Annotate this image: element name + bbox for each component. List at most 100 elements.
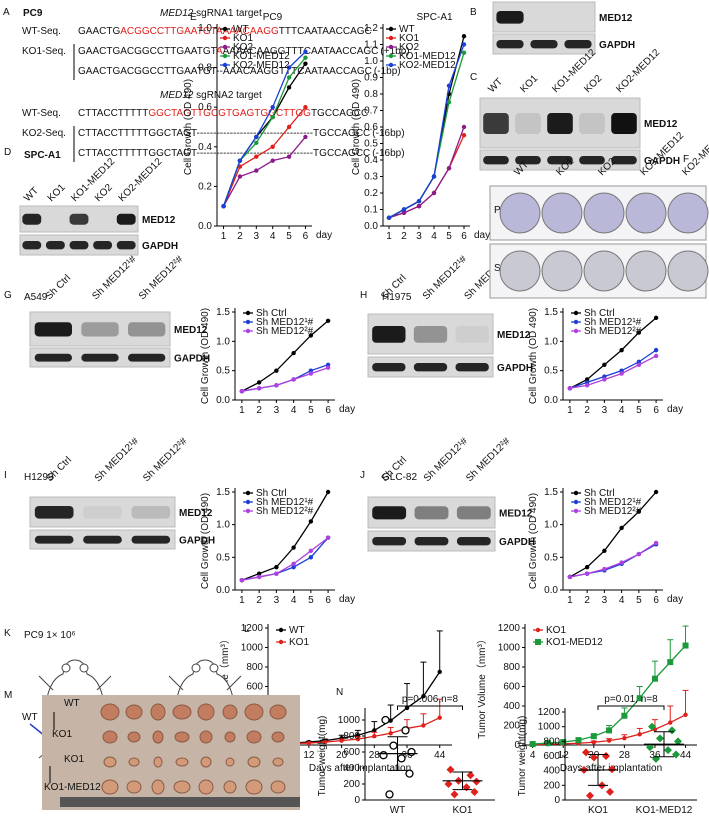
legend-marker: [245, 319, 251, 325]
point: [619, 560, 624, 565]
y-tick-label: 600: [503, 682, 520, 693]
point: [254, 168, 259, 173]
point: [416, 199, 422, 204]
cell-line: SPC-A1: [24, 150, 61, 161]
x-tick-label: 6: [325, 405, 331, 416]
blot-band: [483, 156, 509, 165]
point: [637, 732, 642, 737]
x-axis-label: day: [667, 594, 683, 605]
legend-marker: [388, 44, 394, 50]
x-tick-label: 6: [461, 231, 467, 242]
blot-band: [455, 363, 489, 372]
y-tick-label: 1000: [498, 643, 521, 654]
point: [308, 548, 314, 553]
point: [653, 347, 659, 353]
sequence-part: CTTACCTTTTT: [78, 108, 148, 119]
point: [651, 675, 658, 682]
tumor: [271, 731, 285, 743]
lane-label: WT: [22, 185, 41, 204]
legend-label: Sh MED12²#: [584, 326, 642, 337]
sequence-target: ACGGCCTTGAATGTAAAACAAGG: [120, 26, 279, 37]
legend-marker: [573, 319, 579, 325]
x-axis-label: day: [339, 594, 355, 605]
sequence: GAACTGACGGCCTTGAATGTAAAACAAGGTTTCAATAACC…: [78, 26, 372, 37]
series-line: [241, 537, 329, 581]
tumor: [244, 703, 264, 721]
blot-band: [530, 40, 558, 49]
x-axis-label: day: [474, 230, 490, 241]
series-line: [222, 136, 306, 207]
lane-label: Sh MED12²#: [137, 254, 186, 303]
y-axis-label: Cell Growth (OD 490): [351, 79, 362, 175]
lane-label: Sh MED12²#: [141, 436, 190, 485]
point: [674, 737, 682, 746]
blot-band: [456, 537, 491, 546]
point: [385, 790, 394, 799]
blot-band: [372, 506, 407, 520]
legend-label: WT: [233, 24, 249, 35]
legend-label: Sh Ctrl: [584, 308, 615, 319]
colony-plate: [625, 250, 667, 292]
point: [389, 741, 398, 750]
band-label: MED12: [179, 508, 213, 519]
gene-name: MED12: [160, 8, 194, 19]
y-tick-label: 0.2: [198, 181, 212, 192]
point: [621, 712, 628, 719]
point: [466, 771, 475, 780]
panel-letter: I: [4, 470, 7, 481]
y-tick-label: 1.5: [216, 487, 230, 498]
legend-label: Sh MED12²#: [584, 506, 642, 517]
point: [446, 83, 452, 88]
tumor: [223, 780, 237, 794]
y-tick-label: 0.6: [198, 102, 212, 113]
point: [529, 741, 536, 748]
tumor: [222, 704, 238, 720]
mouse-ear: [209, 663, 219, 673]
y-tick-label: 1.5: [544, 307, 558, 318]
point: [450, 790, 459, 799]
legend-marker: [222, 53, 228, 59]
legend-label: KO1-MED12: [233, 51, 290, 62]
y-axis-label: Tumor weight(mg): [517, 716, 528, 797]
point: [221, 204, 226, 209]
chart-title: PC9: [263, 12, 283, 23]
blot-band: [69, 213, 89, 225]
point: [397, 754, 406, 763]
point: [323, 739, 328, 745]
tumor: [127, 731, 141, 743]
y-tick-label: 0.4: [364, 155, 378, 166]
sequence-label: KO2-Seq.: [22, 128, 66, 139]
point: [303, 61, 308, 66]
point: [590, 733, 597, 740]
point: [388, 731, 393, 736]
y-tick-label: 800: [543, 736, 560, 747]
legend-marker: [245, 499, 251, 505]
x-tick-label: 1: [239, 405, 245, 416]
blot-band: [515, 113, 541, 134]
panel-letter: M: [4, 690, 12, 701]
point: [325, 365, 331, 370]
blot-band: [547, 156, 573, 165]
lane-label: WT: [486, 76, 505, 95]
point: [421, 723, 426, 728]
sequence-part: TGCCAGCC: [311, 108, 368, 119]
tumor: [245, 779, 263, 795]
blot-band: [93, 241, 113, 250]
point: [672, 750, 680, 759]
target-text: sgRNA2 target: [193, 90, 262, 101]
blot-band: [611, 156, 637, 165]
blot-band: [128, 322, 166, 337]
legend-label: KO2: [399, 42, 419, 53]
blot-band: [455, 326, 489, 343]
blot-band: [611, 113, 637, 134]
legend-label: Sh MED12²#: [256, 506, 314, 517]
point: [303, 55, 308, 60]
series-line: [569, 317, 657, 389]
point: [339, 738, 344, 743]
sequence-note: (+1bp): [380, 46, 409, 57]
lane-label: Sh MED12¹#: [93, 436, 142, 485]
lane-label: Sh MED12¹#: [90, 254, 139, 303]
x-tick-label: 3: [274, 595, 280, 606]
tumor: [225, 757, 235, 767]
point: [584, 564, 590, 570]
